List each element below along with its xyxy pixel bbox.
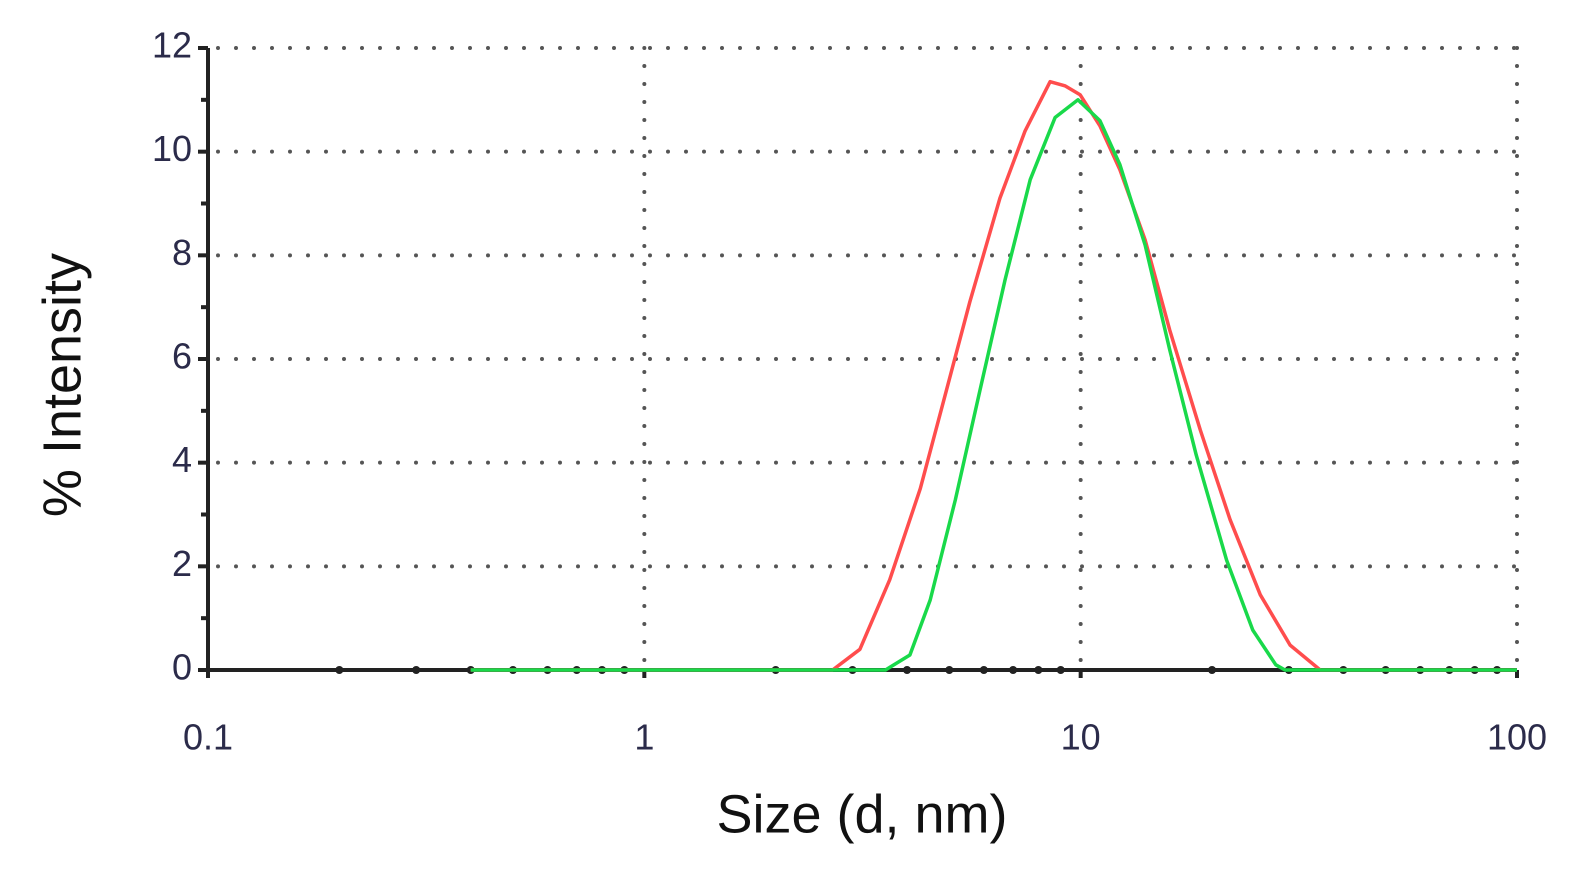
x-tick-label: 1 bbox=[634, 717, 654, 758]
y-axis-label: % Intensity bbox=[32, 253, 92, 517]
y-tick-label: 10 bbox=[152, 128, 192, 169]
x-minor-tick bbox=[1056, 666, 1065, 674]
y-tick-label: 4 bbox=[172, 439, 192, 480]
y-tick-label: 8 bbox=[172, 232, 192, 273]
x-minor-tick bbox=[1208, 666, 1217, 674]
x-minor-tick bbox=[1009, 666, 1018, 674]
x-minor-tick bbox=[412, 666, 421, 674]
x-minor-tick bbox=[979, 666, 988, 674]
y-tick-label: 2 bbox=[172, 543, 192, 584]
y-tick-label: 12 bbox=[152, 25, 192, 66]
series-line bbox=[470, 79, 1517, 672]
x-minor-tick bbox=[903, 666, 912, 674]
series-line bbox=[470, 98, 1517, 672]
x-minor-tick bbox=[335, 666, 344, 674]
x-minor-tick bbox=[466, 666, 475, 674]
x-tick-label: 0.1 bbox=[183, 717, 233, 758]
x-tick-label: 100 bbox=[1487, 717, 1547, 758]
y-tick-label: 0 bbox=[172, 647, 192, 688]
x-minor-tick bbox=[945, 666, 954, 674]
x-axis-label: Size (d, nm) bbox=[716, 784, 1007, 844]
y-tick-label: 6 bbox=[172, 336, 192, 377]
x-tick-label: 10 bbox=[1061, 717, 1101, 758]
x-minor-tick bbox=[1034, 666, 1043, 674]
